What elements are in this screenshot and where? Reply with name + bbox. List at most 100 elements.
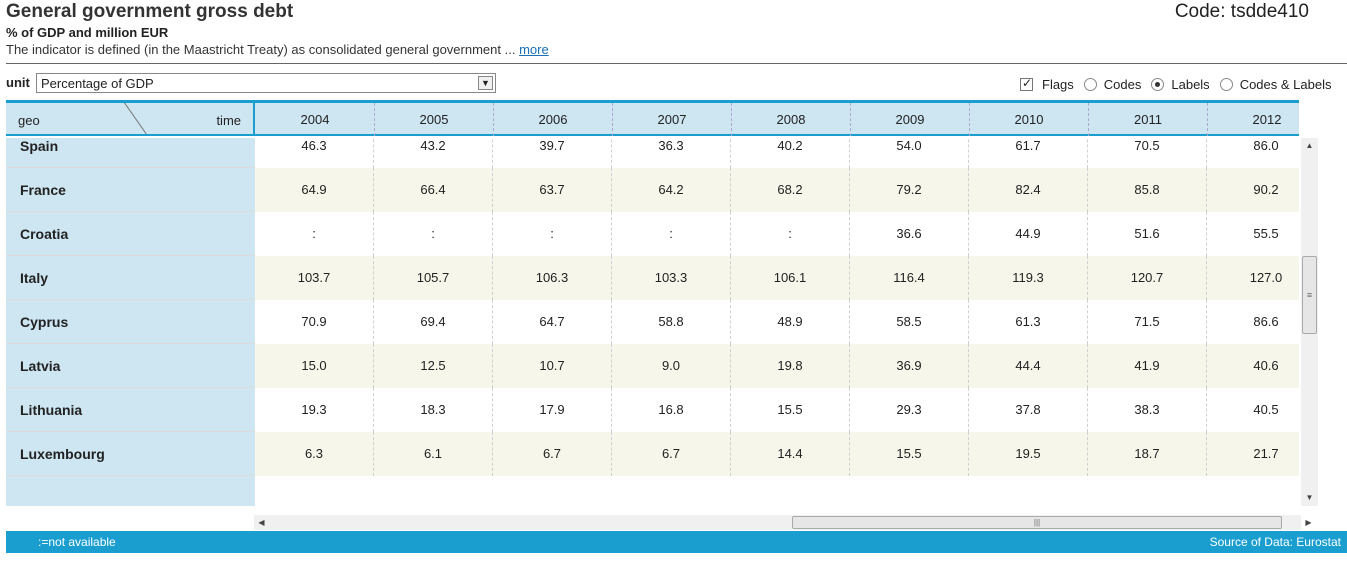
table-cell: 85.8	[1088, 168, 1207, 212]
table-cell: 17.9	[493, 388, 612, 432]
country-name[interactable]: Latvia	[20, 358, 61, 374]
table-cell: 82.4	[969, 168, 1088, 212]
codes-labels-label: Codes & Labels	[1239, 77, 1332, 92]
table-cell: 61.7	[969, 138, 1088, 168]
row-cells: 19.3 18.3 17.9 16.8 15.5 29.3 37.8 38.3 40.5	[255, 388, 1299, 432]
year-header[interactable]: 2004	[256, 103, 375, 136]
table-cell: :	[731, 212, 850, 256]
country-name[interactable]: France	[20, 182, 66, 198]
scroll-up-icon[interactable]: ▲	[1305, 141, 1314, 150]
year-header[interactable]: 2008	[732, 103, 851, 136]
year-header[interactable]: 2005	[375, 103, 494, 136]
table-cell: 105.7	[374, 256, 493, 300]
country-name[interactable]: Spain	[20, 138, 59, 154]
table-cell: 39.7	[493, 138, 612, 168]
table-cell: 120.7	[1088, 256, 1207, 300]
unit-label: unit	[6, 75, 30, 90]
time-header-label: time	[216, 113, 241, 128]
table-cell: 70.9	[255, 300, 374, 344]
vertical-scroll-thumb[interactable]: ≡	[1302, 256, 1317, 334]
year-header[interactable]: 2012	[1208, 103, 1299, 136]
labels-radio[interactable]	[1151, 78, 1165, 91]
table-cell: 103.7	[255, 256, 374, 300]
table-cell: :	[255, 212, 374, 256]
indicator-description: The indicator is defined (in the Maastri…	[6, 42, 549, 57]
table-cell: :	[612, 212, 731, 256]
geo-time-header: geo time	[6, 103, 255, 136]
table-cell: 64.7	[493, 300, 612, 344]
table-cell: 86.0	[1207, 138, 1299, 168]
year-header[interactable]: 2006	[494, 103, 613, 136]
table-cell: 38.3	[1088, 388, 1207, 432]
row-cells: 6.3 6.1 6.7 6.7 14.4 15.5 19.5 18.7 21.7	[255, 432, 1299, 476]
table-cell: 106.1	[731, 256, 850, 300]
table-cell: 21.7	[1207, 432, 1299, 476]
table-cell: 18.7	[1088, 432, 1207, 476]
row-cells: 103.7 105.7 106.3 103.3 106.1 116.4 119.3 120.7…	[255, 256, 1299, 300]
table-cell: 40.5	[1207, 388, 1299, 432]
table-cell: 6.3	[255, 432, 374, 476]
table-cell: 19.8	[731, 344, 850, 388]
table-cell: 127.0	[1207, 256, 1299, 300]
table-cell: 36.6	[850, 212, 969, 256]
year-header[interactable]: 2007	[613, 103, 732, 136]
table-row: Spain 46.3 43.2 39.7 36.3 40.2 54.0 61.7 70.5 86.…	[6, 138, 1299, 168]
table-cell: 68.2	[731, 168, 850, 212]
table-cell: 14.4	[731, 432, 850, 476]
table-cell: 18.3	[374, 388, 493, 432]
table-cell: 6.7	[493, 432, 612, 476]
scroll-down-icon[interactable]: ▼	[1305, 493, 1314, 502]
row-cells: 70.9 69.4 64.7 58.8 48.9 58.5 61.3 71.5 86.6	[255, 300, 1299, 344]
table-cell: 36.3	[612, 138, 731, 168]
table-cell: 46.3	[255, 138, 374, 168]
description-text: The indicator is defined (in the Maastri…	[6, 42, 516, 57]
display-options: Flags Codes Labels Codes & Labels	[1020, 76, 1341, 92]
flags-checkbox[interactable]	[1020, 76, 1033, 91]
table-cell: 40.2	[731, 138, 850, 168]
table-cell: 15.5	[850, 432, 969, 476]
country-name[interactable]: Italy	[20, 270, 49, 286]
year-header[interactable]: 2009	[851, 103, 970, 136]
table-cell: :	[374, 212, 493, 256]
table-cell: 61.3	[969, 300, 1088, 344]
country-name[interactable]: Lithuania	[20, 402, 83, 418]
table-cell: 44.4	[969, 344, 1088, 388]
vertical-scrollbar[interactable]: ▲ ≡ ▼	[1301, 138, 1318, 506]
table-cell: 90.2	[1207, 168, 1299, 212]
unit-select[interactable]: Percentage of GDP ▼	[36, 73, 496, 93]
row-cells: 15.0 12.5 10.7 9.0 19.8 36.9 44.4 41.9 40.6	[255, 344, 1299, 388]
year-header[interactable]: 2011	[1089, 103, 1208, 136]
table-cell: 54.0	[850, 138, 969, 168]
table-cell: 10.7	[493, 344, 612, 388]
data-source: Source of Data: Eurostat	[1209, 535, 1341, 549]
dataset-code: Code: tsdde410	[1174, 1, 1309, 22]
year-header[interactable]: 2010	[970, 103, 1089, 136]
table-cell: 86.6	[1207, 300, 1299, 344]
footer-bar: :=not available Source of Data: Eurostat	[6, 531, 1347, 553]
table-cell: 48.9	[731, 300, 850, 344]
table-cell: 43.2	[374, 138, 493, 168]
codes-radio[interactable]	[1083, 78, 1097, 91]
table-cell: 15.0	[255, 344, 374, 388]
table-header: geo time 2004 2005 2006 2007 2008 2009 2010 201…	[6, 103, 1299, 136]
horizontal-scrollbar[interactable]: ◀ ||| ▶	[254, 515, 1312, 530]
table-cell: 116.4	[850, 256, 969, 300]
unit-select-value: Percentage of GDP	[41, 76, 154, 91]
flags-label: Flags	[1042, 77, 1074, 92]
horizontal-scroll-thumb[interactable]: |||	[792, 516, 1282, 529]
row-cells: 46.3 43.2 39.7 36.3 40.2 54.0 61.7 70.5 86.0	[255, 138, 1299, 168]
table-cell: 66.4	[374, 168, 493, 212]
page-title: General government gross debt	[6, 1, 294, 22]
table-row: Latvia 15.0 12.5 10.7 9.0 19.8 36.9 44.4 41.9 40.…	[6, 344, 1299, 388]
country-name[interactable]: Luxembourg	[20, 446, 105, 462]
codes-labels-radio[interactable]	[1219, 78, 1233, 91]
table-body: Spain 46.3 43.2 39.7 36.3 40.2 54.0 61.7 70.5 86.…	[6, 138, 1299, 506]
country-name[interactable]: Cyprus	[20, 314, 69, 330]
scroll-right-icon[interactable]: ▶	[1305, 518, 1312, 527]
table-cell: 44.9	[969, 212, 1088, 256]
more-link[interactable]: more	[519, 42, 549, 57]
dropdown-arrow-icon[interactable]: ▼	[478, 76, 493, 90]
table-cell: 103.3	[612, 256, 731, 300]
country-name[interactable]: Croatia	[20, 226, 69, 242]
scroll-left-icon[interactable]: ◀	[258, 518, 265, 527]
